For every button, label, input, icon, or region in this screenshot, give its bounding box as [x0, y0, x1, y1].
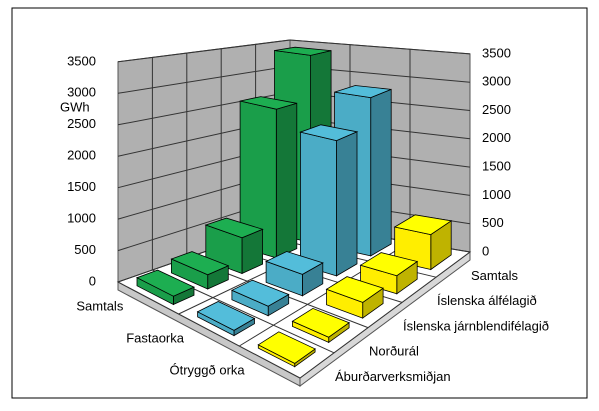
y-tick-label: 3000 [67, 85, 96, 100]
y-tick-label: 2500 [67, 116, 96, 131]
y2-tick-label: 500 [482, 215, 504, 230]
category-label: Íslenska álfélagið [437, 293, 537, 308]
y2-tick-label: 0 [482, 243, 489, 258]
y2-tick-label: 2500 [482, 102, 511, 117]
grid-line [117, 39, 471, 63]
y-tick-label: 1500 [67, 179, 96, 194]
y-axis-label: GWh [60, 100, 90, 115]
bar-side [275, 102, 298, 259]
bar-top [204, 217, 264, 239]
category-label: Íslenska járnblendifélagið [403, 318, 549, 333]
bar-front [299, 131, 337, 277]
bar-side [336, 131, 358, 277]
bar-top [393, 214, 453, 236]
y-tick-label: 3500 [67, 53, 96, 68]
y2-tick-label: 3000 [482, 74, 511, 89]
y-tick-label: 500 [74, 242, 96, 257]
series-label: Samtals [76, 298, 123, 313]
bar-top [359, 252, 419, 277]
bar-top [230, 279, 290, 307]
bar-top [325, 276, 384, 303]
y-tick-label: 2000 [67, 148, 96, 163]
bar-top [298, 124, 359, 142]
category-label: Áburðarverksmiðjan [335, 369, 451, 384]
bar-side [370, 88, 392, 257]
y2-tick-label: 3500 [482, 45, 511, 60]
y2-tick-label: 2000 [482, 130, 511, 145]
category-label: Norðurál [369, 344, 419, 359]
bar-top [257, 331, 316, 364]
bar-top [334, 85, 392, 99]
bar-top [136, 269, 195, 297]
bar-top [291, 307, 350, 338]
bar-top [196, 301, 256, 331]
y-tick-label: 0 [89, 273, 96, 288]
bar-top [274, 46, 332, 56]
bar-top [170, 251, 230, 276]
series-label: Fastaorka [126, 330, 185, 345]
y2-tick-label: 1500 [482, 159, 511, 174]
category-label: Samtals [471, 268, 518, 283]
bar-top [240, 96, 297, 110]
bar-top [265, 251, 324, 275]
series-label: Ótryggð orka [170, 362, 246, 377]
y-tick-label: 1000 [67, 211, 96, 226]
y2-tick-label: 1000 [482, 187, 511, 202]
